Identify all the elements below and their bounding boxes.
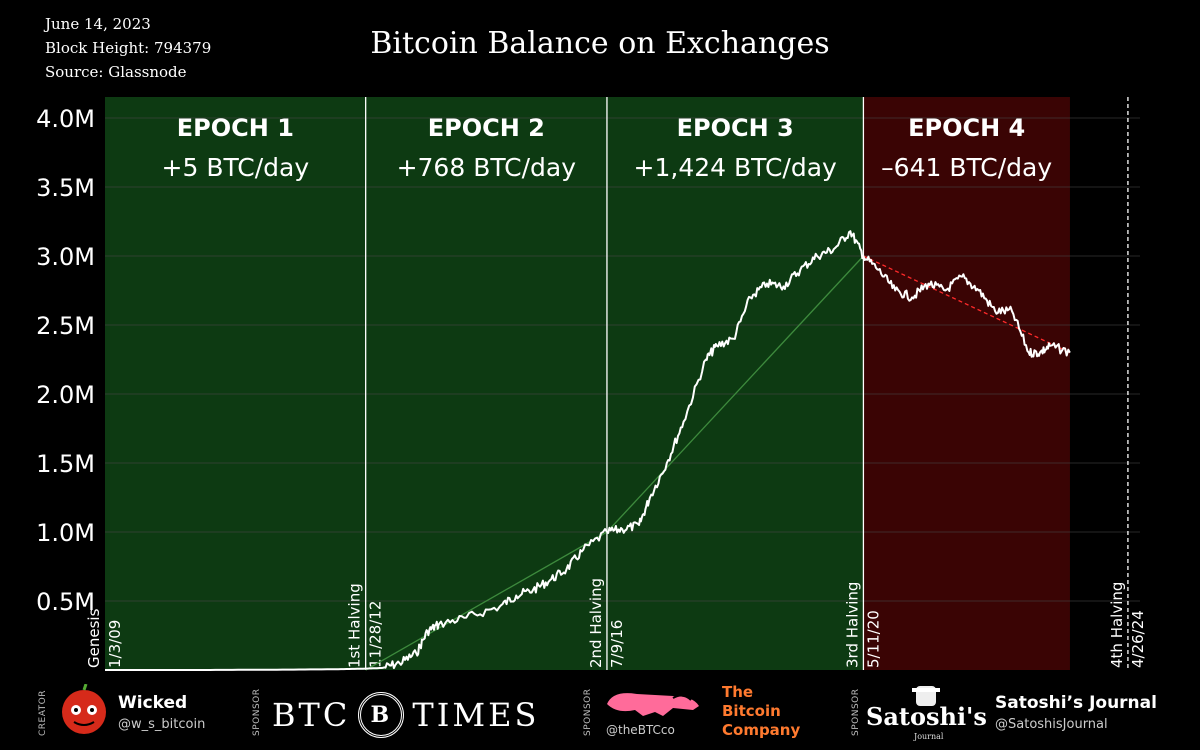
block-height-label: Block Height: 794379: [45, 39, 212, 57]
marker-label: 2nd Halving: [587, 578, 605, 668]
btc-times-logo: BTC B TIMES: [272, 692, 539, 738]
trendline-3: [863, 255, 1071, 354]
chart-metadata: June 14, 2023 Block Height: 794379 Sourc…: [45, 12, 211, 84]
footer-sponsors: [0, 676, 1200, 750]
sj-name: Satoshi’s Journal: [995, 693, 1157, 713]
tbc-line-2: Bitcoin: [722, 702, 781, 720]
marker-label: 4th Halving: [1108, 582, 1126, 668]
btc-times-left: BTC: [272, 696, 351, 734]
epoch-4-background: [863, 97, 1070, 670]
trendline-2: [606, 255, 864, 533]
epoch-3-rate: +1,424 BTC/day: [634, 153, 837, 182]
source-label: Source: Glassnode: [45, 63, 187, 81]
marker-date-label: 11/28/12: [367, 601, 385, 668]
sponsor-tag-1: SPONSOR: [252, 688, 262, 736]
tbc-line-1: The: [722, 683, 754, 701]
y-tick-label: 3.5M: [36, 174, 95, 202]
epoch-1-rate: +5 BTC/day: [162, 153, 310, 182]
tbc-name: The Bitcoin Company: [722, 683, 800, 740]
y-tick-label: 2.5M: [36, 312, 95, 340]
sponsor-tag-2: SPONSOR: [583, 688, 593, 736]
satoshi-mascot-icon: [912, 686, 940, 706]
btc-times-right: TIMES: [412, 696, 540, 734]
tbc-handle: @theBTCco: [606, 723, 675, 737]
y-tick-label: 2.0M: [36, 381, 95, 409]
sj-logo-text: Satoshi's: [866, 702, 987, 731]
epoch-1-background: [105, 97, 366, 670]
marker-date-label: 7/9/16: [608, 620, 626, 668]
y-tick-label: 4.0M: [36, 105, 95, 133]
tbc-mascot-icon: [607, 693, 699, 716]
date-label: June 14, 2023: [45, 15, 151, 33]
chart-title: Bitcoin Balance on Exchanges: [370, 26, 830, 61]
trendline-1: [365, 531, 608, 671]
epoch-3-title: EPOCH 3: [677, 114, 794, 142]
btc-times-seal-icon: B: [358, 692, 405, 738]
epoch-2-title: EPOCH 2: [428, 114, 545, 142]
sj-handle: @SatoshisJournal: [995, 717, 1108, 732]
creator-name: Wicked: [118, 693, 188, 713]
creator-handle: @w_s_bitcoin: [118, 717, 206, 732]
tbc-line-3: Company: [722, 721, 801, 739]
epoch-2-rate: +768 BTC/day: [397, 153, 577, 182]
epoch-4-title: EPOCH 4: [908, 114, 1025, 142]
balance-series-line: [105, 230, 1071, 671]
sponsor-tag-3: SPONSOR: [851, 688, 861, 736]
epoch-2-background: [365, 97, 607, 670]
y-tick-label: 3.0M: [36, 243, 95, 271]
y-tick-label: 1.5M: [36, 450, 95, 478]
marker-label: 1st Halving: [346, 583, 364, 668]
y-tick-label: 1.0M: [36, 519, 95, 547]
sj-logo-sub: Journal: [914, 732, 944, 741]
creator-tag: CREATOR: [38, 689, 48, 736]
marker-date-label: 5/11/20: [864, 610, 882, 668]
epoch-1-title: EPOCH 1: [177, 114, 294, 142]
epoch-4-rate: –641 BTC/day: [881, 153, 1052, 182]
marker-label: Genesis: [85, 608, 103, 668]
marker-date-label: 1/3/09: [106, 620, 124, 668]
marker-date-label: 4/26/24: [1129, 610, 1147, 668]
satoshis-journal-logo: Satoshi's Journal: [866, 684, 987, 744]
y-tick-label: 0.5M: [36, 588, 95, 616]
wicked-avatar-icon: [62, 684, 106, 734]
epoch-3-background: [606, 97, 864, 670]
marker-label: 3rd Halving: [843, 582, 861, 668]
